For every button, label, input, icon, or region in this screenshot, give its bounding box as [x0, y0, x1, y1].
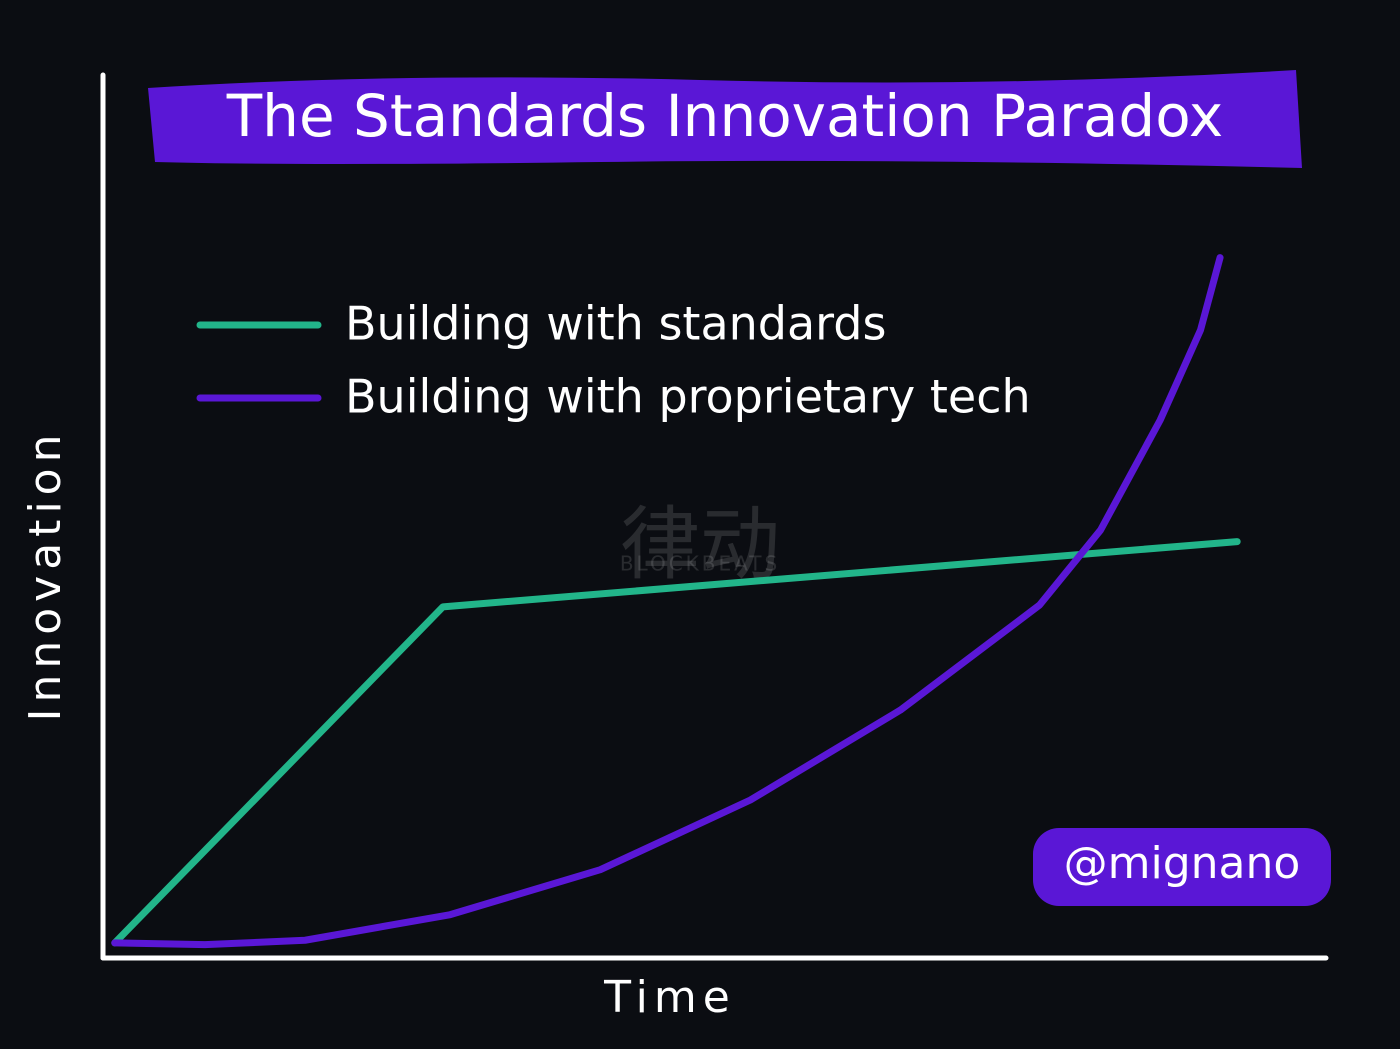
- credit: @mignano: [1064, 838, 1301, 889]
- title-band: [148, 70, 1302, 168]
- series-line: [111, 254, 1224, 949]
- watermark: 律动: [620, 498, 780, 591]
- chart-title: The Standards Innovation Paradox: [226, 82, 1223, 150]
- watermark: BLOCKBEATS: [620, 552, 780, 576]
- legend-label: Building with standards: [345, 297, 886, 351]
- x-axis-label: Time: [603, 972, 736, 1023]
- legend-label: Building with proprietary tech: [345, 370, 1031, 424]
- series-line: [111, 538, 1241, 947]
- credit-badge: [1033, 828, 1331, 906]
- y-axis-label: Innovation: [20, 429, 71, 722]
